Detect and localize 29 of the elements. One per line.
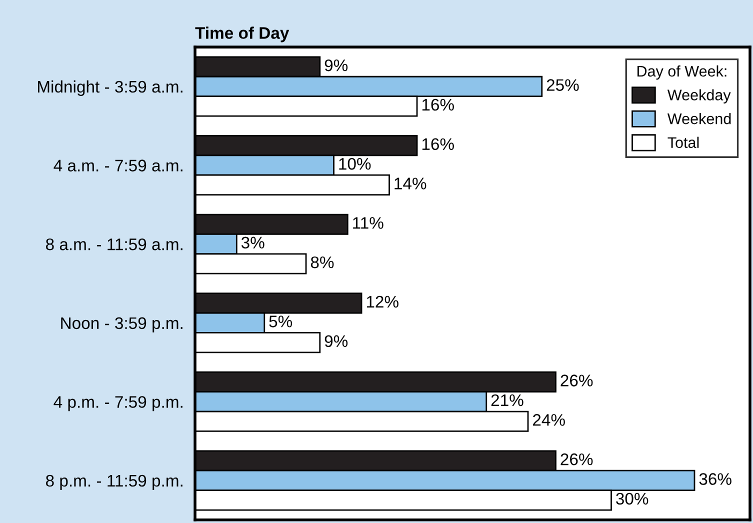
data-label: 24% bbox=[533, 414, 565, 426]
data-label: 36% bbox=[699, 473, 732, 485]
data-label: 5% bbox=[269, 316, 292, 328]
y-tick-label: Noon - 3:59 p.m. bbox=[61, 317, 182, 332]
data-label: 16% bbox=[422, 98, 454, 111]
data-label: 14% bbox=[394, 178, 426, 190]
y-tick-label: Midnight - 3:59 a.m. bbox=[38, 80, 182, 96]
data-label: 26% bbox=[560, 453, 593, 466]
data-label: 9% bbox=[324, 59, 348, 72]
data-label: 11% bbox=[353, 217, 384, 229]
data-label: 12% bbox=[366, 296, 398, 308]
y-tick-label: 4 p.m. - 7:59 p.m. bbox=[54, 396, 182, 412]
y-tick-label: 8 a.m. - 11:59 a.m. bbox=[46, 238, 182, 250]
data-label: 8% bbox=[310, 256, 334, 268]
data-label: 9% bbox=[324, 335, 348, 348]
data-label: 21% bbox=[491, 394, 524, 406]
legend-label: Weekend bbox=[667, 112, 731, 124]
data-label: 26% bbox=[560, 374, 593, 386]
legend-label: Total bbox=[668, 136, 699, 148]
y-tick-label: 4 a.m. - 7:59 a.m. bbox=[54, 160, 182, 172]
y-tick-label: 8 p.m. - 11:59 p.m. bbox=[46, 474, 182, 490]
data-label: 3% bbox=[241, 236, 264, 249]
data-label: 30% bbox=[616, 492, 648, 505]
data-label: 16% bbox=[422, 138, 454, 150]
data-label: 25% bbox=[546, 79, 579, 91]
chart-title: Time of Day bbox=[195, 26, 290, 42]
data-label: 10% bbox=[339, 158, 371, 170]
legend-label: Weekday bbox=[667, 89, 731, 104]
legend-title: Day of Week: bbox=[637, 65, 726, 80]
